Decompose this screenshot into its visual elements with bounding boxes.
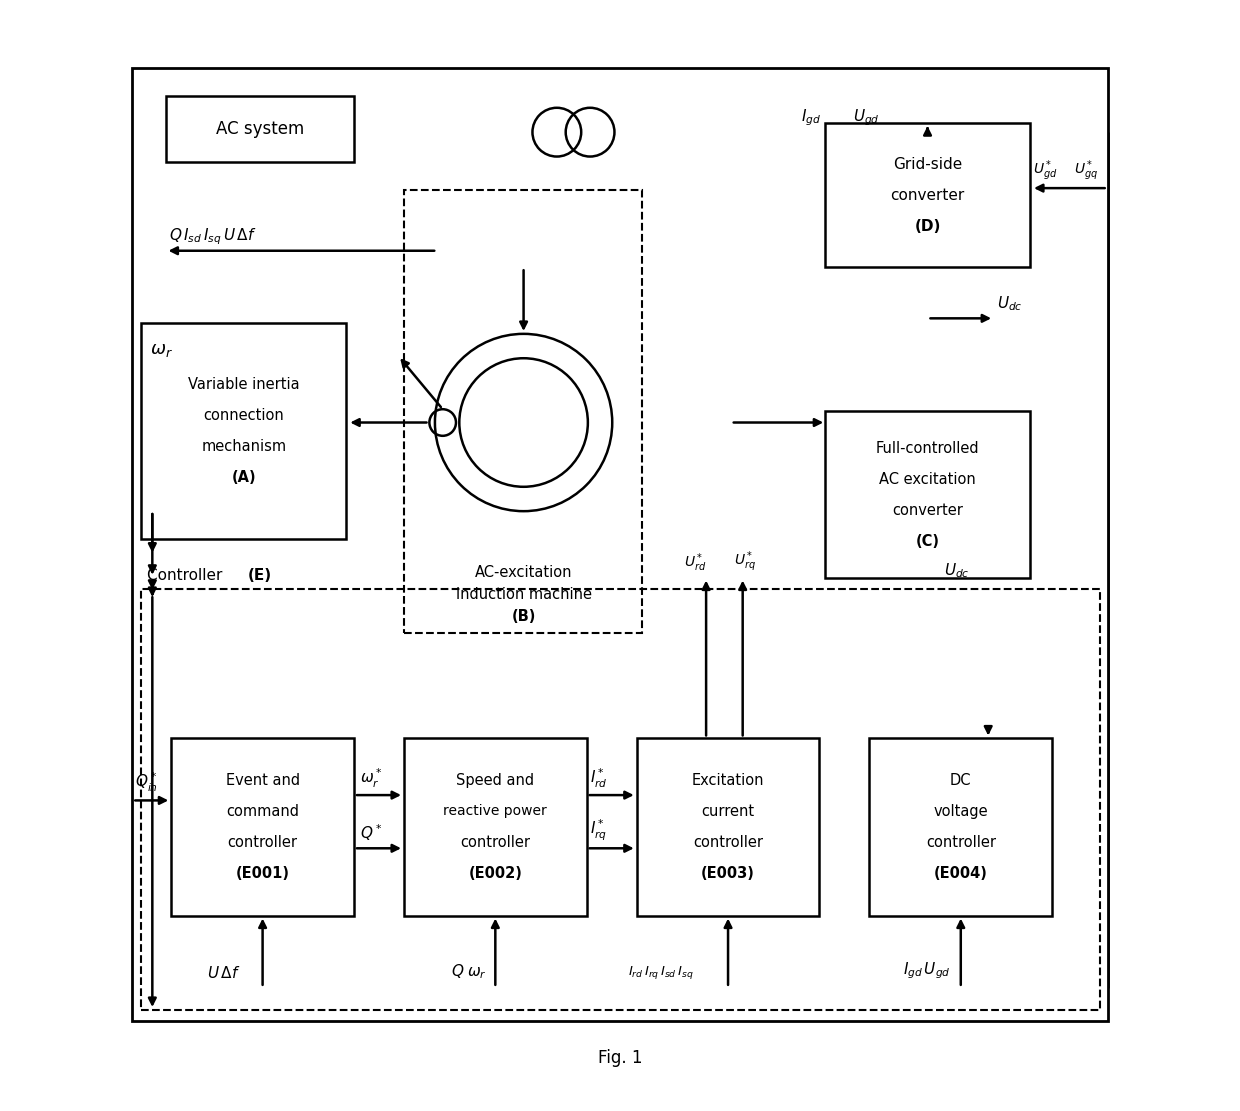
Text: $U_{dc}$: $U_{dc}$ [944, 561, 970, 580]
Text: $Q^*$: $Q^*$ [360, 822, 382, 843]
Text: (E001): (E001) [236, 867, 290, 881]
Text: (D): (D) [914, 219, 941, 233]
Text: controller: controller [460, 835, 531, 850]
Text: converter: converter [890, 188, 965, 203]
Text: $U_{dc}$: $U_{dc}$ [997, 294, 1023, 313]
Text: (E003): (E003) [701, 867, 755, 881]
Text: controller: controller [926, 835, 996, 850]
Text: (A): (A) [232, 470, 257, 484]
Text: Controller: Controller [146, 568, 227, 583]
Text: $U_{gd}$: $U_{gd}$ [853, 107, 879, 128]
Bar [133, 68, 1107, 1021]
Text: Event and: Event and [226, 773, 300, 788]
Text: mechanism: mechanism [201, 439, 286, 453]
Text: Speed and: Speed and [456, 773, 534, 788]
Text: $Q\;\omega_r$: $Q\;\omega_r$ [451, 962, 487, 981]
Bar [141, 323, 346, 539]
Bar [825, 123, 1030, 268]
Text: $I_{rq}^*$: $I_{rq}^*$ [590, 818, 608, 843]
Text: (E002): (E002) [469, 867, 522, 881]
Text: command: command [226, 804, 299, 819]
Text: controller: controller [693, 835, 763, 850]
Bar [141, 589, 1100, 1010]
Text: $\omega_r$: $\omega_r$ [150, 341, 174, 360]
Text: AC excitation: AC excitation [879, 471, 976, 487]
Bar [404, 739, 587, 915]
Text: Fig. 1: Fig. 1 [598, 1050, 642, 1068]
Text: $U_{gq}^*$: $U_{gq}^*$ [1074, 158, 1099, 182]
Text: $Q\,I_{sd}\,I_{sq}\,U\,\Delta f$: $Q\,I_{sd}\,I_{sq}\,U\,\Delta f$ [169, 227, 257, 248]
Text: Grid-side: Grid-side [893, 157, 962, 172]
Text: Full-controlled: Full-controlled [875, 440, 980, 456]
Text: $U\,\Delta f$: $U\,\Delta f$ [207, 965, 241, 981]
Bar [171, 739, 355, 915]
Bar [869, 739, 1053, 915]
Text: voltage: voltage [934, 804, 988, 819]
Text: $I_{gd}$: $I_{gd}$ [801, 107, 821, 128]
Text: AC system: AC system [216, 120, 304, 138]
Text: (B): (B) [511, 609, 536, 624]
Bar [166, 96, 355, 162]
Text: $U_{rq}^*$: $U_{rq}^*$ [734, 550, 756, 574]
Text: DC: DC [950, 773, 971, 788]
Text: $I_{rd}\,I_{rq}\,I_{sd}\,I_{sq}$: $I_{rd}\,I_{rq}\,I_{sd}\,I_{sq}$ [629, 964, 694, 981]
Text: $Q_{in}^*$: $Q_{in}^*$ [135, 771, 157, 793]
Text: controller: controller [228, 835, 298, 850]
Text: $I_{gd}\,U_{gd}$: $I_{gd}\,U_{gd}$ [903, 960, 951, 981]
Text: $U_{rd}^*$: $U_{rd}^*$ [684, 552, 707, 574]
Text: connection: connection [203, 408, 284, 423]
Text: reactive power: reactive power [444, 804, 547, 819]
Text: (C): (C) [915, 533, 940, 549]
Text: Variable inertia: Variable inertia [188, 377, 300, 392]
Text: current: current [702, 804, 755, 819]
Text: $U_{gd}^*$: $U_{gd}^*$ [1033, 158, 1058, 182]
Bar [636, 739, 820, 915]
Text: (E): (E) [248, 568, 272, 583]
Text: Excitation: Excitation [692, 773, 764, 788]
Bar [404, 190, 642, 633]
Text: (E004): (E004) [934, 867, 988, 881]
Text: $I_{rd}^*$: $I_{rd}^*$ [590, 767, 608, 790]
Bar [825, 411, 1030, 578]
Text: induction machine: induction machine [455, 587, 591, 602]
Text: converter: converter [892, 502, 963, 518]
Text: $\omega_r^*$: $\omega_r^*$ [360, 767, 382, 790]
Text: AC-excitation: AC-excitation [475, 564, 573, 580]
